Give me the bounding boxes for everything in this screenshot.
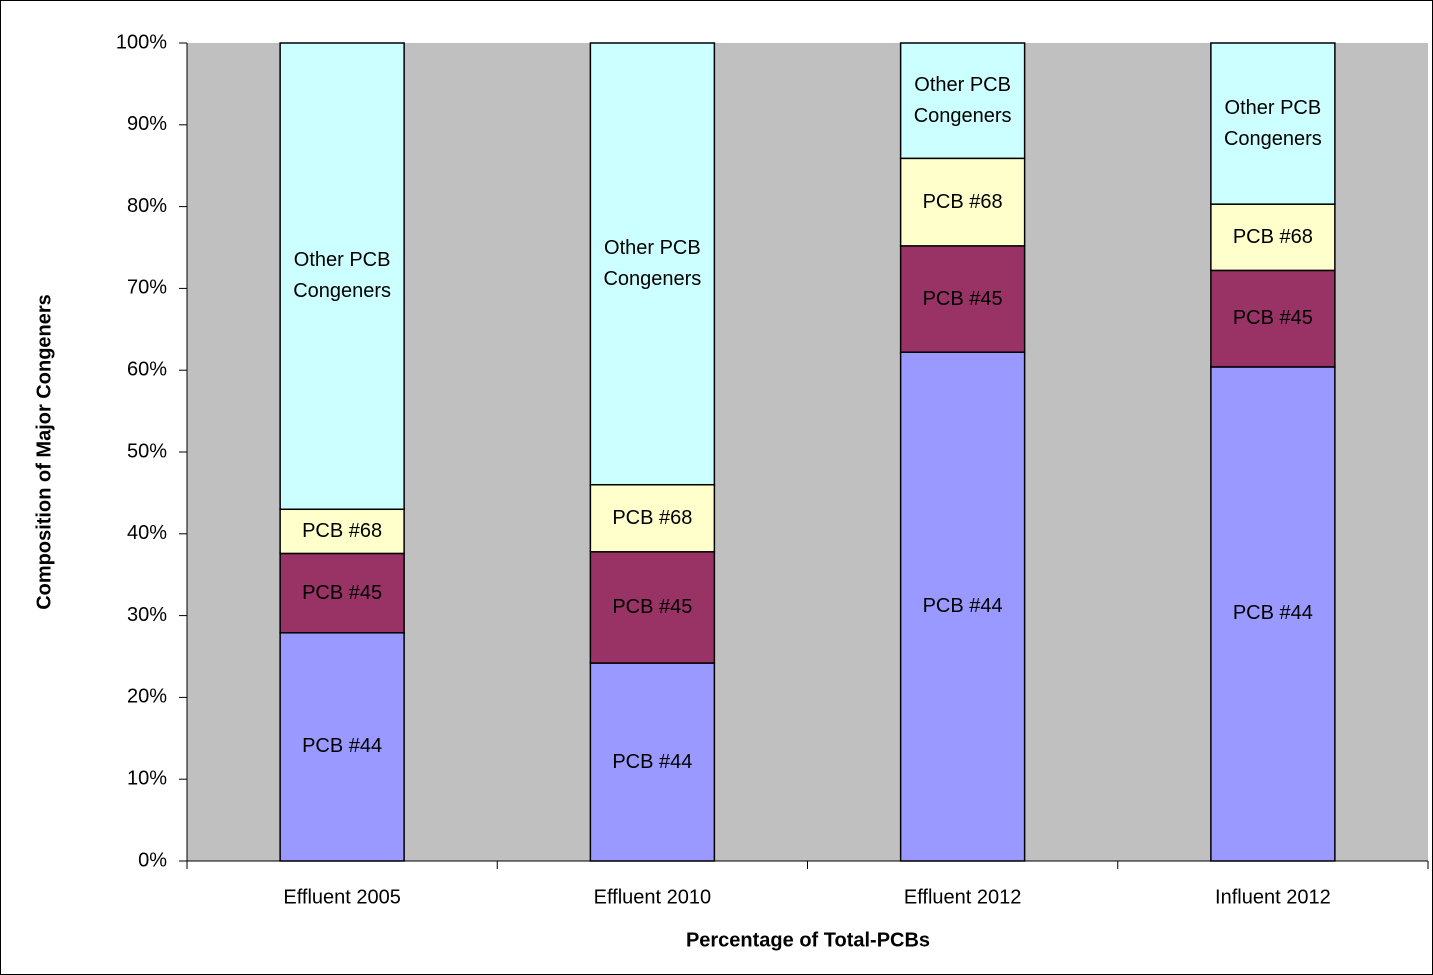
segment-label-text: Other PCB Congeners (603, 236, 702, 290)
segment-label-text: Other PCB Congeners (293, 249, 392, 303)
bar-segment (899, 42, 1026, 160)
y-tick-label: 40% (127, 522, 167, 544)
bar-segment (279, 552, 405, 634)
segment-label: PCB #68 (901, 158, 1025, 246)
y-tick-label: 80% (127, 195, 167, 217)
segment-label-text: PCB #45 (302, 581, 383, 604)
y-tick-label: 60% (127, 358, 167, 380)
x-tick-label: Effluent 2005 (283, 886, 401, 908)
segment-label-text: PCB #44 (612, 750, 693, 773)
segment-label: PCB #68 (280, 509, 404, 553)
segment-label: Other PCB Congeners (901, 43, 1025, 158)
segment-label-text: PCB #45 (612, 595, 693, 618)
bar-segment (1210, 269, 1336, 368)
segment-label: PCB #45 (901, 246, 1025, 352)
bar-segment (279, 632, 405, 862)
y-tick-label: 100% (116, 31, 167, 53)
y-tick-label: 10% (127, 767, 167, 789)
segment-label: PCB #68 (1211, 204, 1335, 270)
bar-segment (279, 42, 405, 511)
segment-label: Other PCB Congeners (1211, 43, 1335, 204)
segment-label: PCB #44 (280, 633, 404, 861)
y-tick-label: 70% (127, 277, 167, 299)
segment-label: PCB #44 (901, 352, 1025, 861)
segment-label-text: PCB #44 (302, 735, 383, 758)
bar-segment (589, 551, 716, 664)
y-tick-label: 30% (127, 604, 167, 626)
y-axis-title: Composition of Major Congeners (33, 294, 55, 610)
segment-label-text: PCB #68 (612, 506, 693, 529)
bar-segment (589, 42, 716, 486)
bar-segment (899, 351, 1026, 862)
segment-label-text: PCB #45 (922, 287, 1003, 310)
bar-segment (1210, 42, 1336, 205)
bar-segment (899, 157, 1026, 247)
segment-label-text: Other PCB Congeners (1223, 96, 1322, 150)
segment-label-text: PCB #44 (922, 595, 1003, 618)
segment-label: PCB #45 (590, 552, 714, 663)
y-tick-label: 0% (138, 849, 167, 871)
segment-label-text: Other PCB Congeners (913, 73, 1012, 127)
segment-label-text: PCB #68 (1232, 225, 1313, 248)
bar-segment (589, 662, 716, 862)
bar-segment (279, 508, 405, 555)
x-tick-label: Effluent 2010 (594, 886, 712, 908)
bar-segment (1210, 203, 1336, 272)
segment-label: Other PCB Congeners (590, 43, 714, 485)
segment-label-text: PCB #68 (922, 190, 1003, 213)
segment-label: Other PCB Congeners (280, 43, 404, 509)
segment-label-text: PCB #45 (1232, 307, 1313, 330)
x-tick-label: Influent 2012 (1215, 886, 1331, 908)
segment-label-text: PCB #68 (302, 519, 383, 542)
segment-label: PCB #44 (1211, 367, 1335, 861)
segment-label: PCB #44 (590, 663, 714, 861)
segment-label-text: PCB #44 (1232, 602, 1313, 625)
y-tick-label: 50% (127, 440, 167, 462)
segment-label: PCB #45 (280, 553, 404, 632)
y-tick-label: 90% (127, 113, 167, 135)
bar-segment (589, 483, 716, 553)
y-tick-label: 20% (127, 686, 167, 708)
segment-label: PCB #68 (590, 485, 714, 552)
segment-label: PCB #45 (1211, 270, 1335, 367)
x-axis-title: Percentage of Total-PCBs (686, 929, 930, 951)
x-tick-label: Effluent 2012 (904, 886, 1022, 908)
